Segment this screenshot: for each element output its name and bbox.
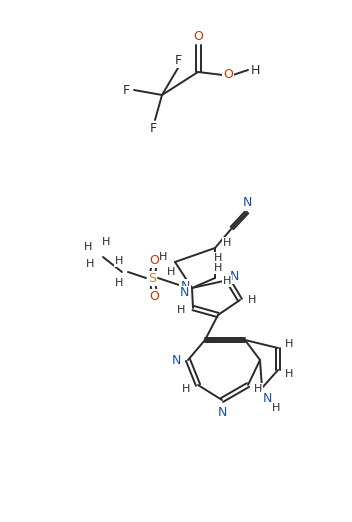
- Text: H: H: [214, 253, 222, 263]
- Text: O: O: [149, 254, 159, 267]
- Text: H: H: [223, 238, 231, 248]
- Text: H: H: [272, 403, 280, 413]
- Text: H: H: [167, 267, 175, 277]
- Text: O: O: [223, 68, 233, 81]
- Text: O: O: [149, 290, 159, 303]
- Text: H: H: [177, 305, 185, 315]
- Text: H: H: [223, 276, 231, 286]
- Text: H: H: [159, 252, 167, 262]
- Text: N: N: [217, 406, 227, 419]
- Text: H: H: [115, 256, 123, 266]
- Text: H: H: [115, 278, 123, 288]
- Text: S: S: [148, 271, 156, 284]
- Text: H: H: [84, 242, 92, 252]
- Text: O: O: [193, 30, 203, 42]
- Text: N: N: [171, 353, 181, 366]
- Text: H: H: [285, 369, 293, 379]
- Text: N: N: [179, 287, 189, 300]
- Text: H: H: [250, 64, 260, 77]
- Text: H: H: [248, 295, 256, 305]
- Text: F: F: [122, 84, 130, 97]
- Text: N: N: [180, 279, 190, 292]
- Text: H: H: [182, 384, 190, 394]
- Text: F: F: [150, 123, 157, 136]
- Text: N: N: [242, 196, 252, 209]
- Text: N: N: [262, 392, 272, 405]
- Text: H: H: [102, 237, 110, 247]
- Text: N: N: [229, 269, 239, 282]
- Text: H: H: [285, 339, 293, 349]
- Text: H: H: [214, 263, 222, 273]
- Text: H: H: [86, 259, 94, 269]
- Text: F: F: [175, 53, 182, 66]
- Text: H: H: [254, 384, 262, 394]
